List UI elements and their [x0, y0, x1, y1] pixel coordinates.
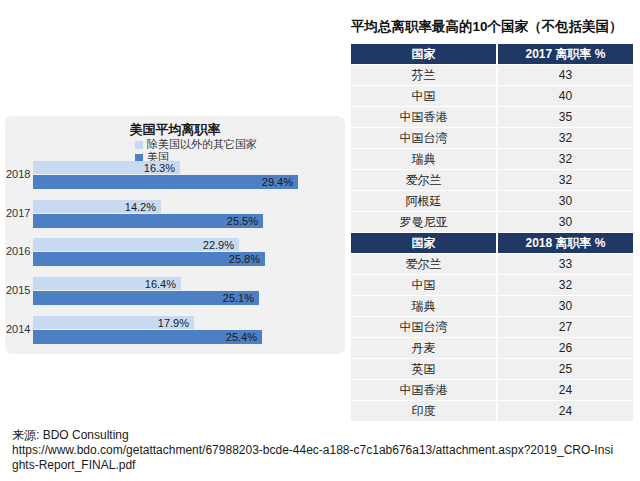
year-axis-label: 2016	[6, 245, 28, 257]
table-row: 爱尔兰32	[351, 170, 633, 190]
country-column-header: 国家	[351, 44, 496, 64]
rate-cell: 33	[498, 254, 633, 274]
bar-value-label: 25.1%	[223, 292, 259, 304]
bar-plot-area: 201816.3%29.4%201714.2%25.5%201622.9%25.…	[33, 161, 335, 346]
table-row: 中国香港24	[351, 380, 633, 400]
year-axis-label: 2018	[6, 168, 28, 180]
rate-cell: 32	[498, 149, 633, 169]
rate-cell: 30	[498, 191, 633, 211]
us-bar-2018: 29.4%	[33, 175, 298, 189]
table-header-row-2018: 国家2018 离职率 %	[351, 233, 633, 253]
country-cell: 丹麦	[351, 338, 496, 358]
bar-group-2015: 201516.4%25.1%	[33, 277, 335, 305]
table-row: 中国台湾27	[351, 317, 633, 337]
country-cell: 阿根廷	[351, 191, 496, 211]
rate-cell: 24	[498, 380, 633, 400]
us-bar-2017: 25.5%	[33, 214, 263, 228]
country-cell: 英国	[351, 359, 496, 379]
rate-column-header: 2017 离职率 %	[498, 44, 633, 64]
us-bar-2014: 25.4%	[33, 330, 262, 344]
table-row: 丹麦26	[351, 338, 633, 358]
table-title: 平均总离职率最高的10个国家（不包括美国）	[351, 18, 633, 36]
rate-column-header: 2018 离职率 %	[498, 233, 633, 253]
table-row: 瑞典30	[351, 296, 633, 316]
bar-value-label: 16.4%	[145, 278, 181, 290]
country-cell: 中国香港	[351, 107, 496, 127]
bar-value-label: 14.2%	[125, 201, 161, 213]
bar-value-label: 25.5%	[227, 215, 263, 227]
table-row: 阿根廷30	[351, 191, 633, 211]
rate-cell: 40	[498, 86, 633, 106]
country-column-header: 国家	[351, 233, 496, 253]
country-cell: 瑞典	[351, 149, 496, 169]
bar-group-2016: 201622.9%25.8%	[33, 238, 335, 266]
rate-cell: 26	[498, 338, 633, 358]
bar-value-label: 29.4%	[262, 176, 298, 188]
country-cell: 中国香港	[351, 380, 496, 400]
source-url: https://www.bdo.com/getattachment/679882…	[12, 443, 618, 473]
us-turnover-chart-panel: 美国平均离职率 除美国以外的其它国家美国 201816.3%29.4%20171…	[5, 116, 345, 354]
country-cell: 爱尔兰	[351, 170, 496, 190]
table-row: 中国32	[351, 275, 633, 295]
bar-group-2017: 201714.2%25.5%	[33, 200, 335, 228]
rate-cell: 24	[498, 401, 633, 421]
source-note: 来源: BDO Consulting https://www.bdo.com/g…	[12, 428, 618, 473]
country-cell: 印度	[351, 401, 496, 421]
us-bar-2016: 25.8%	[33, 252, 265, 266]
rate-cell: 27	[498, 317, 633, 337]
slide-canvas: 美国平均离职率 除美国以外的其它国家美国 201816.3%29.4%20171…	[0, 0, 640, 481]
country-cell: 爱尔兰	[351, 254, 496, 274]
table-row: 芬兰43	[351, 65, 633, 85]
table-row: 瑞典32	[351, 149, 633, 169]
rate-cell: 35	[498, 107, 633, 127]
year-axis-label: 2014	[6, 323, 28, 335]
bar-value-label: 17.9%	[158, 317, 194, 329]
other-countries-bar-2015: 16.4%	[33, 277, 181, 290]
us-bar-2015: 25.1%	[33, 291, 259, 305]
year-axis-label: 2015	[6, 284, 28, 296]
bar-value-label: 25.8%	[229, 253, 265, 265]
other-countries-bar-2016: 22.9%	[33, 238, 239, 251]
rate-cell: 30	[498, 212, 633, 232]
legend-swatch-icon	[135, 141, 143, 149]
rate-cell: 30	[498, 296, 633, 316]
rate-cell: 32	[498, 275, 633, 295]
country-cell: 芬兰	[351, 65, 496, 85]
country-cell: 罗曼尼亚	[351, 212, 496, 232]
table-row: 爱尔兰33	[351, 254, 633, 274]
bar-group-2014: 201417.9%25.4%	[33, 316, 335, 344]
bar-value-label: 16.3%	[144, 162, 180, 174]
rate-cell: 32	[498, 170, 633, 190]
rate-cell: 32	[498, 128, 633, 148]
table-row: 印度24	[351, 401, 633, 421]
bar-group-2018: 201816.3%29.4%	[33, 161, 335, 189]
other-countries-bar-2018: 16.3%	[33, 161, 180, 174]
bar-value-label: 25.4%	[226, 331, 262, 343]
rate-cell: 43	[498, 65, 633, 85]
source-line: 来源: BDO Consulting	[12, 428, 618, 443]
year-axis-label: 2017	[6, 207, 28, 219]
country-cell: 瑞典	[351, 296, 496, 316]
country-cell: 中国台湾	[351, 317, 496, 337]
rate-cell: 25	[498, 359, 633, 379]
table-row: 英国25	[351, 359, 633, 379]
table-row: 中国40	[351, 86, 633, 106]
table-row: 中国香港35	[351, 107, 633, 127]
table-row: 罗曼尼亚30	[351, 212, 633, 232]
other-countries-bar-2014: 17.9%	[33, 316, 194, 329]
table-row: 中国台湾32	[351, 128, 633, 148]
bar-value-label: 22.9%	[203, 239, 239, 251]
table-header-row-2017: 国家2017 离职率 %	[351, 44, 633, 64]
other-countries-bar-2017: 14.2%	[33, 200, 161, 213]
country-cell: 中国	[351, 86, 496, 106]
country-cell: 中国	[351, 275, 496, 295]
top10-tables: 平均总离职率最高的10个国家（不包括美国） 国家2017 离职率 %芬兰43中国…	[351, 18, 633, 422]
country-cell: 中国台湾	[351, 128, 496, 148]
